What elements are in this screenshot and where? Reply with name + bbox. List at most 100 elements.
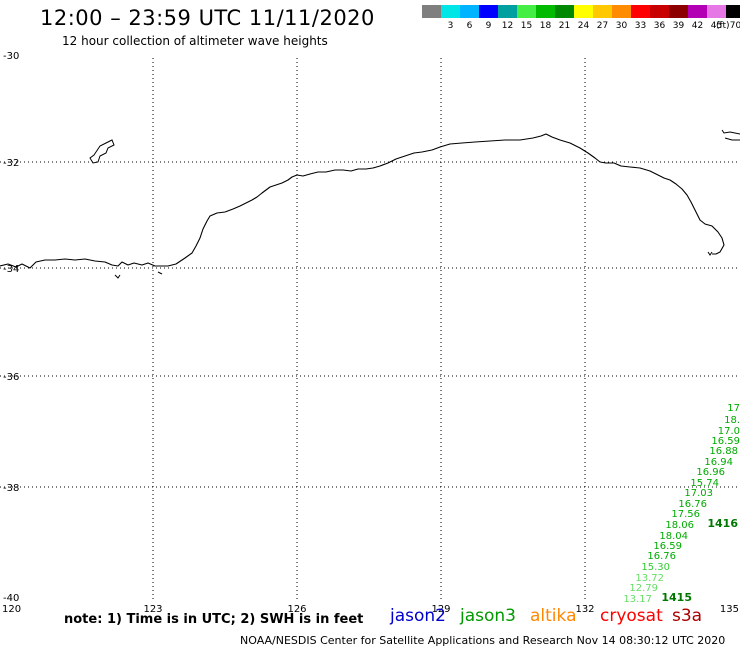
satellite-legend-item: altika [530,606,577,626]
scale-tick-label: 6 [466,21,473,31]
scale-swatch [669,5,688,18]
map-title: 12:00 – 23:59 UTC 11/11/2020 [40,6,375,30]
wave-height-value: 16.76 [678,499,707,510]
scale-swatch [441,5,460,18]
scale-step: 12 [498,5,517,31]
scale-step: 45 [707,5,726,31]
scale-tick-label: 9 [485,21,492,31]
pass-time-label: 1416 [707,517,738,530]
longitude-label: 129 [431,604,450,615]
map-note: note: 1) Time is in UTC; 2) SWH is in fe… [64,612,364,627]
scale-step: 15 [517,5,536,31]
scale-step [422,5,441,31]
longitude-label: 120 [2,604,21,615]
scale-tick-label: 15 [520,21,533,31]
longitude-label: 132 [575,604,594,615]
scale-swatch [460,5,479,18]
scale-step: 33 [631,5,650,31]
scale-tick-label: 36 [653,21,666,31]
pass-time-label: 1415 [661,591,692,604]
wave-height-value: 18. [724,415,740,426]
scale-swatch [479,5,498,18]
wave-height-value: 13.17 [623,594,652,605]
scale-tick-label: 70 [729,21,740,31]
wave-height-value: 13.72 [635,573,664,584]
scale-tick-label: 45 [710,21,723,31]
altimeter-track: 1718.17.016.5916.8816.9416.9615.7417.031… [623,403,740,605]
wave-height-value: 16.88 [709,446,738,457]
scale-step: 3 [441,5,460,31]
latitude-label: -32 [3,158,19,169]
satellite-legend-item: jason2 [390,606,446,626]
wave-height-value: 16.96 [696,467,725,478]
map-footer: NOAA/NESDIS Center for Satellite Applica… [240,634,726,647]
longitude-label: 126 [287,604,306,615]
scale-swatch [726,5,740,18]
scale-swatch [688,5,707,18]
scale-swatch [612,5,631,18]
wave-height-value: 12.79 [629,583,658,594]
satellite-legend-item: jason3 [460,606,516,626]
scale-tick-label: 21 [558,21,571,31]
scale-step: 30 [612,5,631,31]
wave-height-value: 16.59 [653,541,682,552]
scale-swatch [536,5,555,18]
scale-tick-label: 30 [615,21,628,31]
australia-south-coastline [0,133,725,269]
rottnest-island [89,139,115,164]
coastal-speck [114,251,713,279]
wave-height-value: 18.04 [659,531,688,542]
wave-height-value: 17.03 [684,488,713,499]
scale-step: 9 [479,5,498,31]
scale-step: 21 [555,5,574,31]
scale-step: 39 [669,5,688,31]
wave-height-value: 16.59 [711,436,740,447]
latitude-label: -30 [3,51,19,62]
scale-swatch [574,5,593,18]
longitude-label: 135 [720,604,739,615]
scale-swatch [631,5,650,18]
scale-step: 6 [460,5,479,31]
longitude-label: 123 [143,604,162,615]
wave-height-value: 16.94 [704,457,733,468]
wave-height-value: 17.56 [671,509,700,520]
scale-step: 42 [688,5,707,31]
scale-tick-label: 27 [596,21,609,31]
scale-tick-label: 42 [691,21,704,31]
kangaroo-island-tip [721,129,740,141]
scale-step: 18 [536,5,555,31]
satellite-legend-item: cryosat [600,606,663,626]
scale-tick-label: 24 [577,21,590,31]
latitude-label: -40 [3,593,19,604]
wave-height-value: 15.74 [690,478,719,489]
latitude-label: -38 [3,483,19,494]
map-subtitle: 12 hour collection of altimeter wave hei… [62,34,328,48]
scale-step: 36 [650,5,669,31]
latitude-label: -36 [3,372,19,383]
scale-step: 70 [726,5,740,31]
scale-tick-label: 33 [634,21,647,31]
scale-step: 24 [574,5,593,31]
wave-height-value: 17 [727,403,740,414]
scale-swatch [707,5,726,18]
wave-height-value: 17.0 [718,426,740,437]
satellite-legend-item: s3a [672,606,703,626]
scale-unit-label: (ft) [716,21,730,31]
latitude-label: -34 [3,264,19,275]
coastline [0,129,740,279]
scale-swatch [555,5,574,18]
scale-tick-label: 18 [539,21,552,31]
scale-tick-label: 3 [447,21,454,31]
wave-height-color-scale: 3 6 9 12 15 18 21 24 27 30 33 36 39 42 45 70 [422,5,740,31]
scale-tick-label: 12 [501,21,514,31]
scale-step: 27 [593,5,612,31]
wave-height-value: 16.76 [647,551,676,562]
wave-height-value: 15.30 [641,562,670,573]
scale-swatch [650,5,669,18]
wave-height-value: 18.06 [665,520,694,531]
scale-swatch [498,5,517,18]
scale-swatch [517,5,536,18]
scale-tick-label: 39 [672,21,685,31]
